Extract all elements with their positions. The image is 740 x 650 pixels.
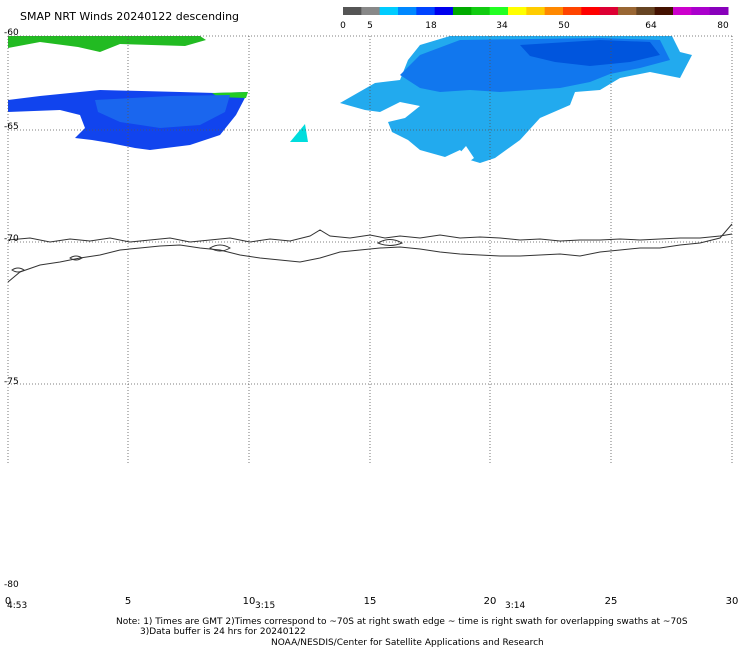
colorbar-tick-18: 18	[425, 21, 437, 31]
lon-label-5: 5	[124, 596, 132, 607]
lon-label-25: 25	[604, 596, 618, 607]
coastline	[7, 223, 733, 283]
swath-time-2: 3:15	[255, 601, 276, 611]
colorbar-segment	[398, 7, 417, 15]
map-title: SMAP NRT Winds 20240122 descending	[20, 10, 240, 23]
colorbar-segment	[416, 7, 436, 15]
colorbar-segment	[581, 7, 601, 15]
swath-blue-left-light	[95, 95, 230, 128]
colorbar-segment	[544, 7, 564, 15]
colorbar-tick-80: 80	[717, 21, 729, 31]
colorbar-segment	[489, 7, 509, 15]
colorbar-segment	[526, 7, 546, 15]
colorbar-segment	[599, 7, 619, 15]
lon-label-30: 30	[725, 596, 739, 607]
lat-label-80: -80	[4, 580, 19, 590]
lon-label-0: 0	[4, 596, 12, 607]
lon-label-10: 10	[242, 596, 256, 607]
colorbar-tick-50: 50	[558, 21, 570, 31]
lon-label-20: 20	[483, 596, 497, 607]
swath-time-1: 4:53	[7, 601, 28, 611]
lon-label-15: 15	[363, 596, 377, 607]
colorbar-segment	[691, 7, 711, 15]
colorbar-tick-64: 64	[645, 21, 657, 31]
colorbar-tick-0: 0	[340, 21, 346, 31]
colorbar-segment	[434, 7, 454, 15]
colorbar-segment	[563, 7, 582, 15]
swath-blue-right-deep	[520, 40, 660, 66]
note-line-1: Note: 1) Times are GMT 2)Times correspon…	[116, 617, 688, 627]
lat-label-65: -65	[4, 122, 19, 132]
colorbar-segment	[361, 7, 381, 15]
colorbar-segment	[471, 7, 491, 15]
wind-speed-colorbar	[343, 7, 729, 15]
colorbar-segment	[636, 7, 656, 15]
colorbar-segment	[673, 7, 692, 15]
colorbar-segment	[379, 7, 399, 15]
wind-swaths	[8, 36, 692, 164]
note-line-2: 3)Data buffer is 24 hrs for 20240122	[140, 627, 306, 637]
swath-time-3: 3:14	[505, 601, 526, 611]
lat-label-60: -60	[4, 28, 19, 38]
note-line-3: NOAA/NESDIS/Center for Satellite Applica…	[271, 638, 544, 648]
colorbar-tick-5: 5	[367, 21, 373, 31]
colorbar-segment	[618, 7, 637, 15]
lat-label-70: -70	[4, 234, 19, 244]
colorbar-tick-34: 34	[496, 21, 508, 31]
lat-label-75: -75	[4, 377, 19, 387]
swath-cyan-small	[290, 124, 308, 142]
swath-green-top-left	[8, 36, 206, 52]
colorbar-segment	[709, 7, 729, 15]
colorbar-segment	[343, 7, 362, 15]
colorbar-segment	[508, 7, 527, 15]
colorbar-segment	[654, 7, 674, 15]
colorbar-segment	[453, 7, 472, 15]
swath-hole	[458, 146, 474, 164]
